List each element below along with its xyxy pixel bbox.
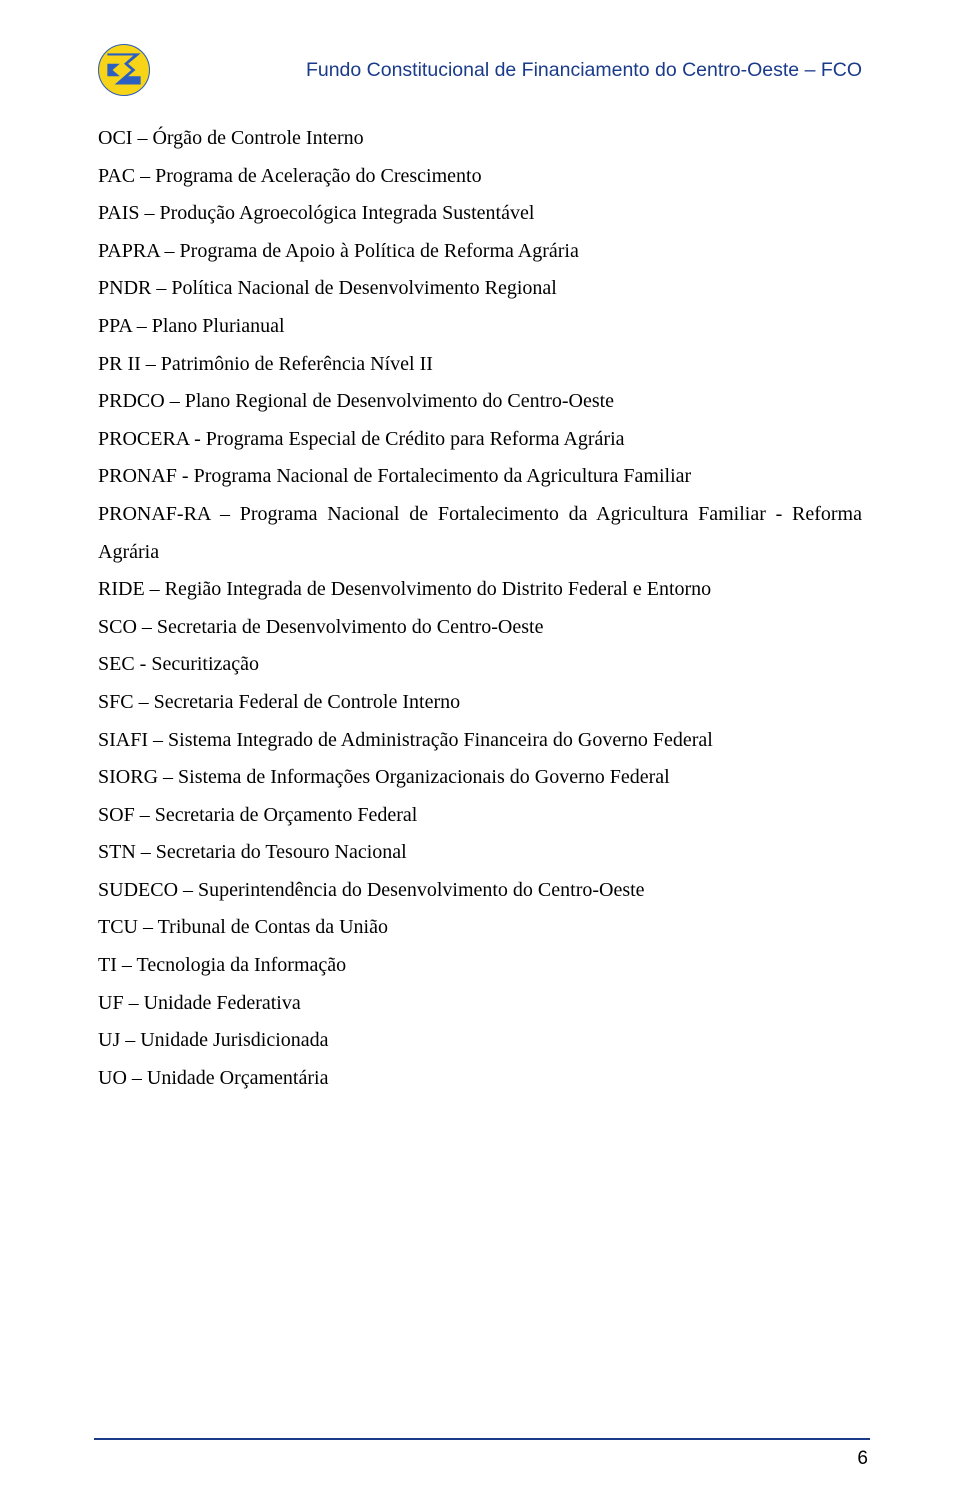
glossary-entry: TCU – Tribunal de Contas da União bbox=[98, 909, 862, 947]
glossary-entry: SUDECO – Superintendência do Desenvolvim… bbox=[98, 872, 862, 910]
glossary-entry: PAC – Programa de Aceleração do Crescime… bbox=[98, 158, 862, 196]
glossary-entry: TI – Tecnologia da Informação bbox=[98, 947, 862, 985]
page: Fundo Constitucional de Financiamento do… bbox=[0, 0, 960, 1502]
glossary-entry: PPA – Plano Plurianual bbox=[98, 308, 862, 346]
glossary-entry: SFC – Secretaria Federal de Controle Int… bbox=[98, 684, 862, 722]
glossary-entry: PROCERA - Programa Especial de Crédito p… bbox=[98, 421, 862, 459]
glossary-entry: SCO – Secretaria de Desenvolvimento do C… bbox=[98, 609, 862, 647]
glossary-entry: OCI – Órgão de Controle Interno bbox=[98, 120, 862, 158]
glossary-entry: STN – Secretaria do Tesouro Nacional bbox=[98, 834, 862, 872]
glossary-entry: UF – Unidade Federativa bbox=[98, 985, 862, 1023]
glossary-content: OCI – Órgão de Controle Interno PAC – Pr… bbox=[98, 120, 862, 1097]
glossary-entry: SOF – Secretaria de Orçamento Federal bbox=[98, 797, 862, 835]
glossary-entry: PR II – Patrimônio de Referência Nível I… bbox=[98, 346, 862, 384]
header-row: Fundo Constitucional de Financiamento do… bbox=[98, 42, 862, 98]
glossary-entry: PAIS – Produção Agroecológica Integrada … bbox=[98, 195, 862, 233]
header-title: Fundo Constitucional de Financiamento do… bbox=[306, 59, 862, 82]
glossary-entry: SIORG – Sistema de Informações Organizac… bbox=[98, 759, 862, 797]
glossary-entry: PRONAF - Programa Nacional de Fortalecim… bbox=[98, 458, 862, 496]
bb-logo-icon bbox=[98, 44, 150, 96]
glossary-entry: SIAFI – Sistema Integrado de Administraç… bbox=[98, 722, 862, 760]
glossary-entry: RIDE – Região Integrada de Desenvolvimen… bbox=[98, 571, 862, 609]
page-number: 6 bbox=[857, 1448, 868, 1470]
footer-divider bbox=[94, 1438, 870, 1440]
glossary-entry: PNDR – Política Nacional de Desenvolvime… bbox=[98, 270, 862, 308]
glossary-entry: PRDCO – Plano Regional de Desenvolviment… bbox=[98, 383, 862, 421]
glossary-entry: PAPRA – Programa de Apoio à Política de … bbox=[98, 233, 862, 271]
glossary-entry: PRONAF-RA – Programa Nacional de Fortale… bbox=[98, 496, 862, 571]
glossary-entry: UO – Unidade Orçamentária bbox=[98, 1060, 862, 1098]
glossary-entry: UJ – Unidade Jurisdicionada bbox=[98, 1022, 862, 1060]
glossary-entry: SEC - Securitização bbox=[98, 646, 862, 684]
